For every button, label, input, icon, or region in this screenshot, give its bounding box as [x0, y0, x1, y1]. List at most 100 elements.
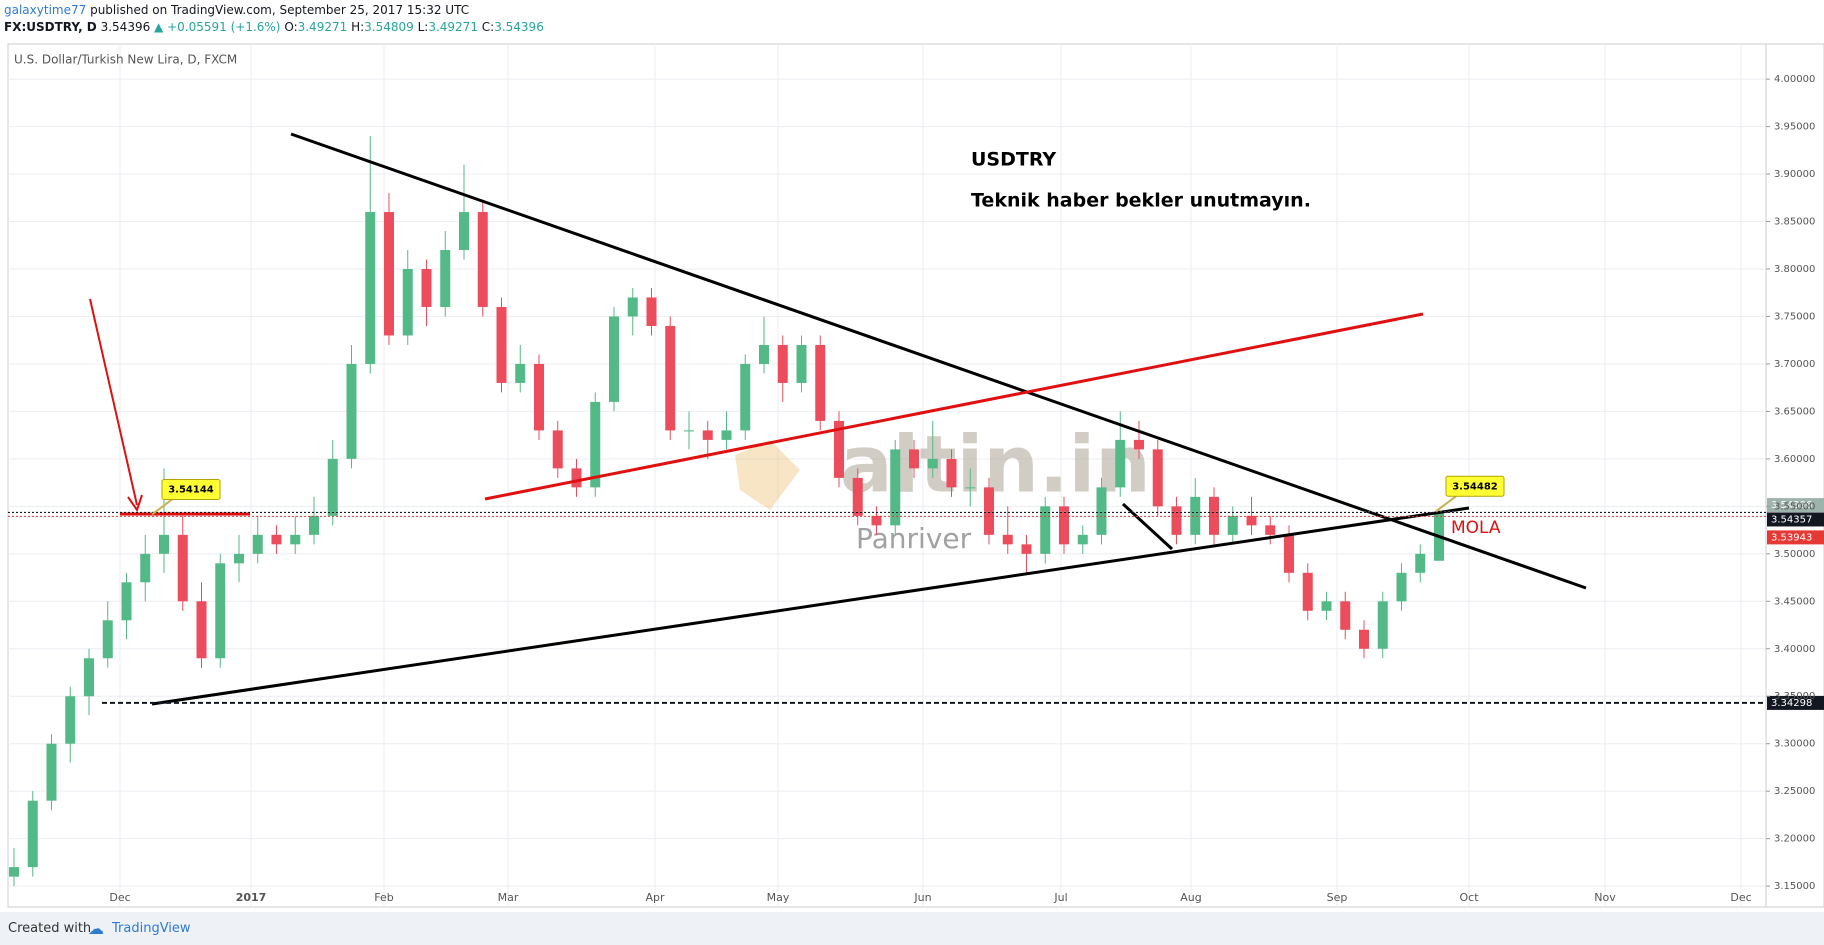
candle-body: [477, 212, 488, 307]
candle-body: [177, 534, 188, 602]
candle-body: [1190, 496, 1201, 535]
x-tick-label: Aug: [1180, 891, 1201, 904]
candle-body: [1077, 534, 1088, 545]
candle-body: [909, 449, 919, 469]
y-tick-label: 3.55000: [1774, 501, 1815, 512]
candle-body: [1321, 601, 1332, 611]
x-tick-label: Jun: [913, 891, 931, 904]
arrow: [89, 298, 138, 506]
candle-body: [1002, 534, 1013, 545]
candle-body: [121, 582, 132, 621]
y-tick-label: 3.70000: [1774, 359, 1815, 370]
callout-label: 3.54482: [1452, 481, 1498, 492]
change: ▲ +0.05591 (+1.6%): [154, 20, 281, 34]
price-tag-label: 3.53943: [1771, 532, 1812, 543]
y-tick-label: 3.85000: [1774, 217, 1815, 228]
candle-body: [871, 515, 882, 526]
candle-body: [1209, 496, 1219, 535]
candle-body: [1115, 439, 1126, 488]
x-tick-label: May: [767, 891, 790, 904]
header-line-1: galaxytime77 published on TradingView.co…: [4, 2, 544, 19]
arrow-head: [127, 494, 143, 513]
l-label: L:: [417, 20, 429, 34]
candle-body: [1059, 506, 1069, 545]
candle-body: [196, 601, 207, 659]
candle-body: [571, 468, 582, 488]
trend-line: [151, 506, 1470, 706]
x-tick-label: Mar: [498, 891, 519, 904]
y-tick-label: 3.65000: [1774, 406, 1815, 417]
watermark-logo: [735, 440, 800, 510]
candle-body: [1171, 506, 1182, 535]
o: 3.49271: [297, 20, 348, 34]
x-tick-label: Jul: [1053, 891, 1067, 904]
x-tick-label: Nov: [1594, 891, 1616, 904]
x-tick-label: Apr: [645, 891, 665, 904]
candle-body: [440, 250, 451, 307]
footer: Created with ☁ TradingView: [0, 912, 1824, 945]
header: galaxytime77 published on TradingView.co…: [4, 2, 544, 36]
x-tick-label: Dec: [1730, 891, 1751, 904]
candle-body: [890, 449, 901, 526]
candle-body: [609, 316, 619, 402]
candle-body: [1096, 487, 1107, 535]
price-axis: [1765, 43, 1824, 908]
annotation: MOLA: [1451, 518, 1501, 538]
candle-body: [1246, 515, 1257, 526]
candle-body: [834, 420, 844, 478]
candle-body: [1302, 572, 1313, 611]
footer-brand[interactable]: TradingView: [112, 921, 191, 936]
o-label: O:: [284, 20, 298, 34]
x-tick-label: Dec: [109, 891, 130, 904]
candle-body: [815, 344, 826, 421]
candle-body: [46, 743, 57, 801]
price-tag-label: 3.34298: [1771, 698, 1812, 709]
price: 3.54396: [100, 20, 151, 34]
pane: [7, 43, 1767, 908]
candle-body: [234, 553, 244, 564]
candle-body: [384, 212, 394, 336]
candle-body: [777, 344, 788, 383]
candle-body: [515, 363, 526, 383]
c-label: C:: [481, 20, 495, 34]
candle-body: [346, 363, 357, 459]
candle-body: [1040, 506, 1051, 554]
symbol: FX:USDTRY, D: [4, 20, 97, 34]
author[interactable]: galaxytime77: [4, 3, 87, 17]
candle-body: [459, 212, 469, 251]
price-tag: [1767, 512, 1824, 527]
candle-body: [552, 430, 563, 469]
callout-label: 3.54144: [168, 484, 214, 495]
y-tick-label: 3.80000: [1774, 264, 1815, 275]
candle-body: [1227, 515, 1238, 535]
levels: 3.54396 3.54357 3.53943 3.34298: [8, 498, 1824, 710]
x-tick-label: Sep: [1327, 891, 1348, 904]
trend-line: [290, 132, 1587, 590]
axes: 3.15000 3.20000 3.25000 3.30000 3.35000 3.400…: [109, 74, 1815, 904]
candle-body: [1152, 449, 1163, 507]
candle-body: [65, 696, 76, 744]
y-tick-label: 3.60000: [1774, 454, 1815, 465]
pane-title: U.S. Dollar/Turkish New Lira, D, FXCM: [14, 53, 237, 67]
candle-body: [402, 269, 413, 336]
candle-body: [590, 401, 601, 488]
candle-body: [1134, 439, 1144, 450]
footer-text: Created with: [8, 921, 92, 936]
candle-body: [852, 477, 863, 516]
y-tick-label: 3.20000: [1774, 834, 1815, 845]
candle-body: [627, 297, 638, 317]
candle-body: [684, 430, 694, 432]
candle-body: [965, 487, 976, 489]
candle-body: [27, 800, 38, 868]
callout-box: [161, 478, 221, 500]
trend-line: [484, 312, 1424, 501]
price-tag: [1767, 695, 1824, 710]
y-tick-label: 3.45000: [1774, 596, 1815, 607]
y-tick-label: 3.30000: [1774, 739, 1815, 750]
candle-body: [665, 325, 676, 431]
candles: [9, 136, 1444, 887]
drawings: [89, 132, 1587, 706]
y-tick-label: 3.25000: [1774, 786, 1815, 797]
x-tick-label: Oct: [1459, 891, 1479, 904]
trend-line: [1121, 502, 1174, 551]
